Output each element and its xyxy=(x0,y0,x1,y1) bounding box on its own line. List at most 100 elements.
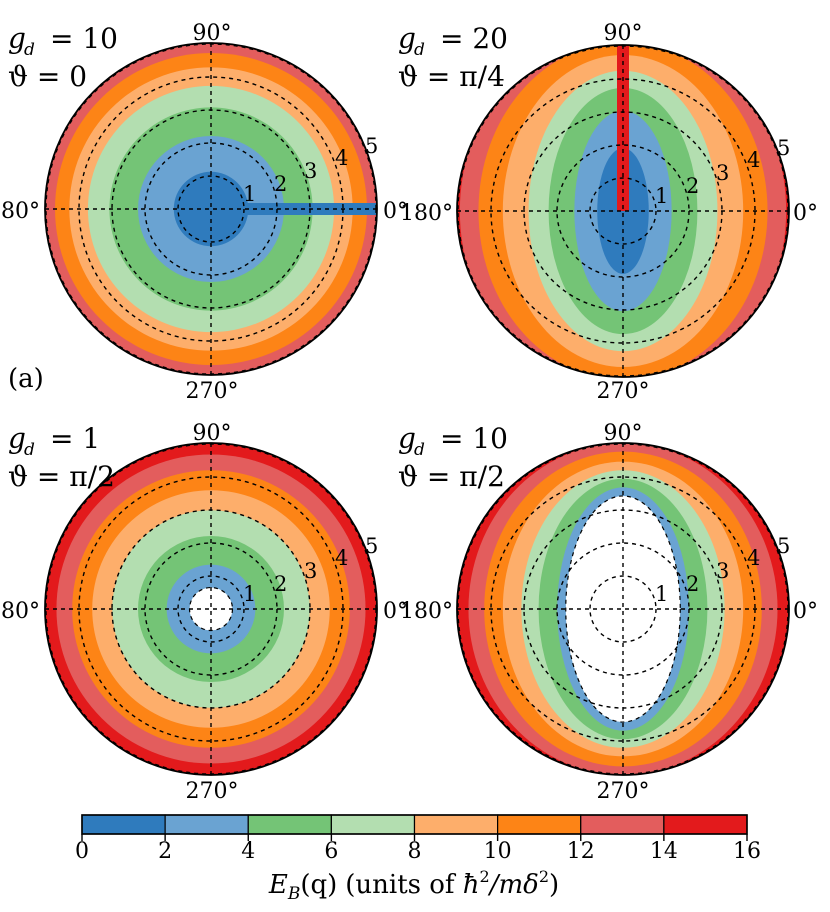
panel-4-radial-tick-3: 3 xyxy=(716,559,729,583)
panel-4-radial-tick-2: 2 xyxy=(686,572,699,596)
colorbar-label-arg: (q) xyxy=(300,870,337,900)
panel-3-angle-0: 0° xyxy=(383,599,408,624)
panel-4-grid: 1 2 3 4 5 xyxy=(456,442,790,776)
panel-4-theta: ϑ = π/2 xyxy=(398,460,505,493)
panel-1-angle-0: 0° xyxy=(383,199,408,224)
colorbar-segment-0-2 xyxy=(81,814,166,835)
panel-4-gd-subscript: d xyxy=(414,440,425,460)
panel-3-radial-tick-2: 2 xyxy=(274,572,287,596)
colorbar-label-sq: 2 xyxy=(480,867,490,886)
panel-4-outer-boundary xyxy=(456,442,790,776)
panel-4-angle-180: 180° xyxy=(400,599,453,624)
panel-1-angle-270: 270° xyxy=(186,379,239,404)
panel-2-radial-tick-1: 1 xyxy=(655,184,668,208)
panel-3-angle-90: 90° xyxy=(193,421,232,446)
panel-1-radial-tick-4: 4 xyxy=(335,146,348,170)
panel-4-angle-0: 0° xyxy=(793,599,818,624)
colorbar-ticks: 0 2 4 6 8 10 12 14 16 xyxy=(75,834,761,864)
panel-1-theta: ϑ = 0 xyxy=(8,60,87,93)
panel-2-gd-subscript: d xyxy=(414,40,425,60)
panel-1-outer-boundary xyxy=(44,42,378,376)
panel-4-angle-90: 90° xyxy=(604,421,643,446)
panel-3-radial-tick-5: 5 xyxy=(365,534,378,558)
panel-3-outer-boundary xyxy=(44,442,378,776)
panel-4-radial-tick-4: 4 xyxy=(747,546,760,570)
colorbar-segment-14-16 xyxy=(663,814,748,835)
panel-2-gd-value: = 20 xyxy=(440,22,508,55)
panel-3-gd-subscript: d xyxy=(24,440,35,460)
colorbar-label: EB(q) (units of ħ2/mδ2) xyxy=(268,867,559,904)
panel-2-radial-tick-5: 5 xyxy=(777,136,790,160)
colorbar-segment-4-6 xyxy=(247,814,332,835)
colorbar-tick-label-8: 8 xyxy=(408,839,422,864)
panel-3-radial-tick-3: 3 xyxy=(304,559,317,583)
panel-1-radial-tick-5: 5 xyxy=(365,134,378,158)
panel-4-radial-tick-1: 1 xyxy=(655,582,668,606)
panel-3-angle-270: 270° xyxy=(186,779,239,804)
panel-4-empty-region xyxy=(565,495,681,723)
panel-2-radial-tick-4: 4 xyxy=(747,148,760,172)
panel-2-angle-270: 270° xyxy=(597,379,650,404)
panel-4-gd-value: = 10 xyxy=(440,422,508,455)
colorbar-tick-label-4: 4 xyxy=(241,839,255,864)
panel-1: 1 2 3 4 5 90° 270° 180° 0° g d = 10 ϑ = … xyxy=(0,21,408,404)
colorbar-label-close: ) xyxy=(549,870,559,900)
panel-1-gd-subscript: d xyxy=(24,40,35,60)
panel-3-radial-tick-4: 4 xyxy=(335,546,348,570)
panel-3-empty-region xyxy=(188,586,234,632)
colorbar-label-hbar: ħ xyxy=(463,870,480,900)
colorbar-label-e: E xyxy=(268,870,288,900)
colorbar-label-units: (units of xyxy=(345,870,463,900)
panel-2-outer-boundary xyxy=(456,44,790,378)
panel-1-grid: 1 2 3 4 5 xyxy=(44,42,378,376)
panel-2-angle-90: 90° xyxy=(604,21,643,46)
colorbar-tick-label-12: 12 xyxy=(567,839,595,864)
colorbar-tick-label-14: 14 xyxy=(650,839,678,864)
colorbar-segment-2-4 xyxy=(164,814,249,835)
panel-1-radial-tick-2: 2 xyxy=(274,172,287,196)
colorbar-segment-6-8 xyxy=(330,814,416,835)
colorbar-segment-8-10 xyxy=(413,814,499,835)
panel-tag: (a) xyxy=(8,364,44,394)
panel-4-angle-270: 270° xyxy=(597,779,650,804)
panel-3-theta: ϑ = π/2 xyxy=(8,460,115,493)
panel-2-gd-symbol: g xyxy=(398,22,416,55)
colorbar-segment-10-12 xyxy=(497,814,582,835)
colorbar-tick-label-16: 16 xyxy=(733,839,761,864)
colorbar: 0 2 4 6 8 10 12 14 16 EB(q) (units of ħ2/mδ2) xyxy=(75,814,761,904)
panel-3-radial-tick-1: 1 xyxy=(243,582,256,606)
panel-3: 1 2 3 4 5 90° 270° 180° 0° g d = 1 ϑ = π… xyxy=(0,421,408,804)
panel-1-angle-90: 90° xyxy=(193,21,232,46)
colorbar-tick-label-2: 2 xyxy=(158,839,172,864)
colorbar-label-delta: δ xyxy=(523,870,539,900)
colorbar-segment-12-14 xyxy=(580,814,665,835)
colorbar-label-sq2: 2 xyxy=(539,867,549,886)
panel-2-angle-180: 180° xyxy=(400,201,453,226)
panel-4: 1 2 3 4 5 90° 270° 180° 0° g d = 10 ϑ = … xyxy=(398,421,818,804)
panel-2-radial-tick-2: 2 xyxy=(686,174,699,198)
panel-1-gd-symbol: g xyxy=(8,22,26,55)
panel-3-contour-fills xyxy=(45,443,377,775)
panel-2-radial-tick-3: 3 xyxy=(716,161,729,185)
panel-3-gd-value: = 1 xyxy=(50,422,100,455)
panel-1-contour-fills xyxy=(45,43,377,375)
colorbar-segments xyxy=(81,814,748,835)
colorbar-label-sub: B xyxy=(287,884,301,904)
panel-4-radial-tick-5: 5 xyxy=(777,534,790,558)
panel-4-gd-symbol: g xyxy=(398,422,416,455)
colorbar-label-slash: /m xyxy=(487,870,523,900)
panel-1-radial-tick-3: 3 xyxy=(304,159,317,183)
panel-3-angle-180: 180° xyxy=(0,599,40,624)
colorbar-tick-label-0: 0 xyxy=(75,839,89,864)
colorbar-tick-label-10: 10 xyxy=(484,839,512,864)
panel-3-grid: 1 2 3 4 5 xyxy=(44,442,378,776)
panel-4-contour-fills xyxy=(457,443,789,775)
panel-2: 1 2 3 4 5 90° 270° 180° 0° g d = 20 ϑ = … xyxy=(398,21,818,404)
panel-1-radial-tick-1: 1 xyxy=(243,182,256,206)
panel-2-grid: 1 2 3 4 5 xyxy=(456,44,790,378)
panel-1-gd-value: = 10 xyxy=(50,22,118,55)
panel-2-angle-0: 0° xyxy=(793,201,818,226)
panel-1-angle-180: 180° xyxy=(0,199,40,224)
panel-3-gd-symbol: g xyxy=(8,422,26,455)
